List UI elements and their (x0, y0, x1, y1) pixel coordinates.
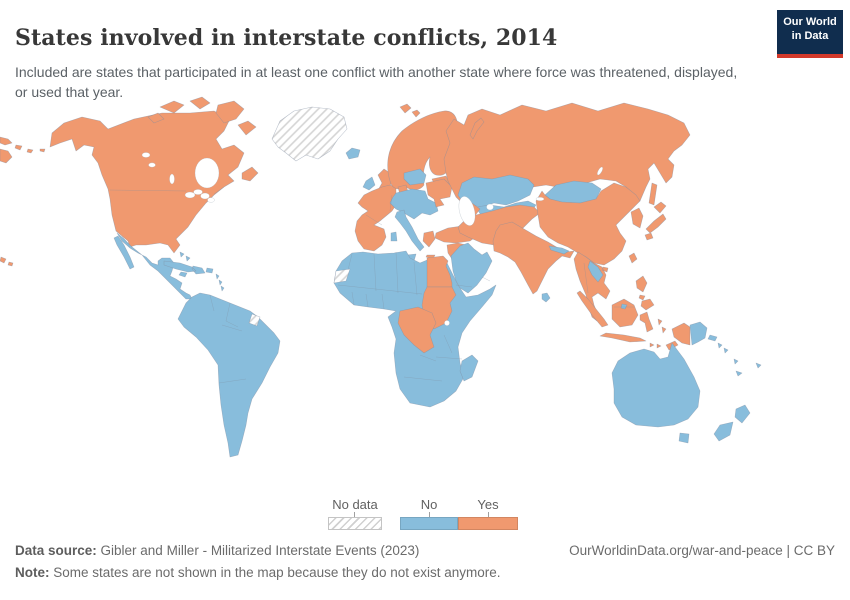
region-japan[interactable] (644, 201, 667, 241)
world-map (0, 96, 762, 458)
legend-tick-yes (488, 512, 489, 517)
legend-tick-no-data (354, 512, 355, 517)
owid-logo-line1: Our World (783, 16, 837, 28)
region-new-zealand[interactable] (713, 404, 751, 442)
region-mexico-central-america[interactable] (113, 232, 193, 300)
data-source-text: Gibler and Miller - Militarized Intersta… (96, 543, 420, 558)
region-india-pakistan[interactable] (492, 221, 575, 295)
region-papua-new-guinea[interactable] (689, 321, 718, 346)
water-bodies (141, 152, 603, 326)
legend-label-no: No (420, 497, 438, 512)
region-aleutian-islands[interactable] (0, 136, 46, 154)
map-legend: No data No Yes (0, 497, 850, 533)
owid-link[interactable]: OurWorldinData.org/war-and-peace | CC BY (569, 543, 835, 558)
region-caribbean-islands[interactable] (163, 251, 225, 292)
region-ireland[interactable] (362, 176, 376, 191)
region-egypt[interactable] (426, 255, 453, 288)
region-mainland-southeast-asia[interactable] (573, 251, 611, 322)
chart-subtitle: Included are states that participated in… (15, 64, 738, 101)
region-south-america[interactable] (177, 292, 281, 458)
region-belarus[interactable] (403, 168, 427, 186)
owid-logo[interactable]: Our World in Data (777, 10, 843, 58)
region-western-europe[interactable] (354, 184, 397, 252)
region-laos[interactable] (587, 260, 604, 283)
region-brunei[interactable] (620, 303, 628, 310)
page-title: States involved in interstate conflicts,… (15, 24, 558, 51)
region-hawaii[interactable] (0, 256, 14, 267)
region-svalbard[interactable] (399, 103, 421, 118)
region-novaya-zemlya[interactable] (469, 117, 485, 140)
region-pacific-islands[interactable] (717, 342, 762, 377)
chart-footer: Data source: Gibler and Miller - Militar… (15, 543, 835, 580)
note-text: Some states are not shown in the map bec… (49, 565, 501, 580)
region-canada-usa[interactable] (49, 110, 259, 254)
world-map-container (0, 95, 850, 495)
region-sri-lanka[interactable] (541, 292, 551, 303)
region-taiwan[interactable] (628, 252, 638, 264)
legend-label-yes: Yes (477, 497, 499, 512)
internal-borders (109, 186, 634, 384)
region-china[interactable] (535, 182, 641, 266)
legend-swatch-no-data[interactable] (328, 517, 382, 530)
region-ukraine[interactable] (425, 178, 453, 208)
region-iran-afghanistan-turkmenistan[interactable] (457, 204, 541, 246)
region-indonesia-malaysia[interactable] (576, 290, 691, 351)
region-french-guiana[interactable] (248, 313, 261, 327)
region-dr-congo[interactable] (397, 306, 437, 354)
region-iceland[interactable] (345, 147, 361, 160)
region-australia[interactable] (611, 342, 701, 444)
owid-logo-line2: in Data (791, 29, 829, 42)
region-greece[interactable] (422, 230, 436, 260)
legend-label-no-data: No data (332, 497, 378, 512)
region-madagascar[interactable] (459, 354, 479, 382)
legend-swatch-no[interactable] (400, 517, 458, 530)
data-source-line: Data source: Gibler and Miller - Militar… (15, 543, 419, 558)
region-greenland[interactable] (271, 106, 348, 162)
data-source-label: Data source: (15, 543, 97, 558)
region-nepal[interactable] (548, 245, 570, 255)
region-philippines[interactable] (635, 275, 655, 311)
legend-tick-no (429, 512, 430, 517)
region-canadian-arctic-islands[interactable] (147, 96, 257, 136)
note-label: Note: (15, 565, 50, 580)
legend-swatch-yes[interactable] (458, 517, 518, 530)
region-korea[interactable] (630, 207, 644, 229)
region-western-sahara[interactable] (333, 268, 351, 284)
